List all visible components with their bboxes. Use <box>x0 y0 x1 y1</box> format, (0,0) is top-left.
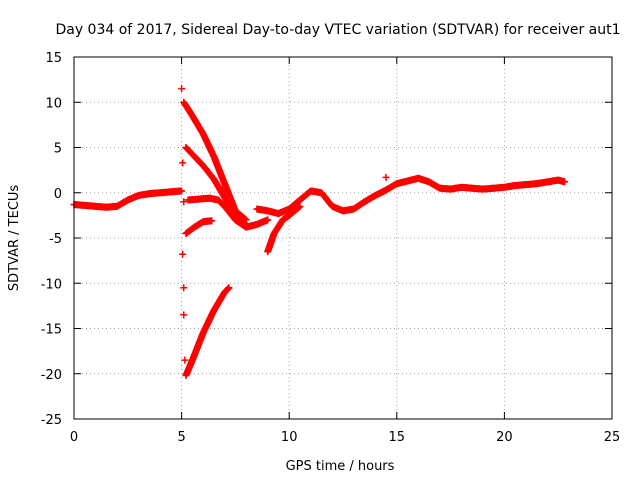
data-point <box>180 198 188 206</box>
x-tick-label: 15 <box>389 430 406 445</box>
data-point <box>382 173 390 181</box>
chart-title: Day 034 of 2017, Sidereal Day-to-day VTE… <box>55 22 620 38</box>
x-tick-label: 0 <box>70 430 78 445</box>
y-tick-label: -10 <box>41 277 62 292</box>
x-axis-label: GPS time / hours <box>286 459 395 474</box>
x-tick-label: 25 <box>604 430 621 445</box>
data-point <box>178 85 186 93</box>
data-point <box>180 284 188 292</box>
y-axis-label: SDTVAR / TECUs <box>7 185 22 292</box>
y-tick-label: 15 <box>45 51 62 66</box>
data-point <box>181 356 189 364</box>
data-point <box>207 217 215 225</box>
y-tick-label: 0 <box>54 187 62 202</box>
axis-ticks: 0 5 10 15 20 25 -25 -20 -15 -10 -5 0 5 10 15 <box>41 51 621 445</box>
data-point <box>224 285 232 293</box>
y-tick-label: -5 <box>49 232 62 247</box>
y-tick-label: -20 <box>41 368 62 383</box>
y-tick-label: 5 <box>54 142 62 157</box>
y-tick-label: -25 <box>41 413 62 428</box>
data-markers <box>70 85 569 380</box>
data-point <box>177 187 185 195</box>
x-tick-label: 20 <box>496 430 513 445</box>
data-point <box>263 216 271 224</box>
grid-lines <box>74 57 612 419</box>
y-tick-label: -15 <box>41 323 62 338</box>
data-point <box>295 203 303 211</box>
data-point <box>560 178 568 186</box>
data-point <box>179 250 187 258</box>
x-tick-label: 5 <box>177 430 185 445</box>
data-point <box>179 159 187 167</box>
y-tick-label: 10 <box>45 96 62 111</box>
x-tick-label: 10 <box>281 430 298 445</box>
data-point <box>180 311 188 319</box>
